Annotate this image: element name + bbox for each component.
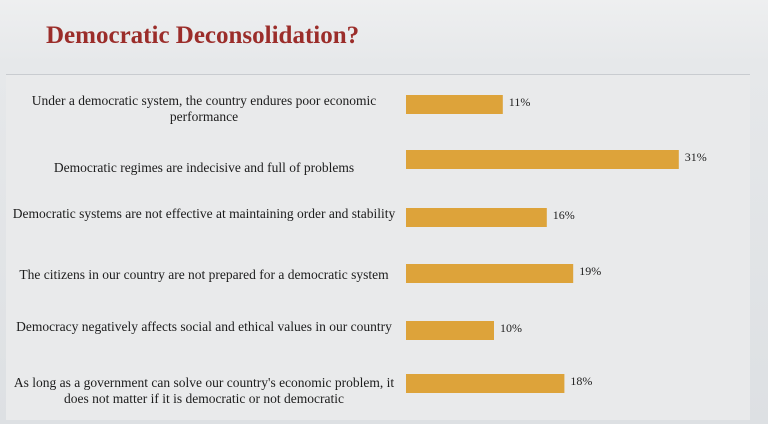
category-label: Under a democratic system, the country e… bbox=[31, 93, 377, 124]
bar-chart: Under a democratic system, the country e… bbox=[6, 74, 750, 420]
value-label: 31% bbox=[685, 150, 707, 164]
category-label: Democratic systems are not effective at … bbox=[12, 206, 396, 221]
bar bbox=[406, 321, 494, 340]
bar bbox=[406, 95, 503, 114]
value-label: 10% bbox=[500, 321, 522, 335]
value-label: 16% bbox=[553, 208, 575, 222]
slide-title: Democratic Deconsolidation? bbox=[46, 22, 360, 49]
bar bbox=[406, 208, 547, 227]
category-labels: Under a democratic system, the country e… bbox=[6, 75, 396, 420]
category-label: Democratic regimes are indecisive and fu… bbox=[53, 160, 355, 175]
category-label: Democracy negatively affects social and … bbox=[16, 319, 392, 334]
category-label: As long as a government can solve our co… bbox=[13, 375, 395, 406]
bar bbox=[406, 264, 574, 283]
bars-area: 11% 31% 16% 19% 10% 18% bbox=[406, 95, 707, 393]
bar bbox=[406, 374, 565, 393]
value-label: 19% bbox=[579, 264, 601, 278]
value-label: 18% bbox=[570, 374, 592, 388]
bar bbox=[406, 150, 679, 169]
value-label: 11% bbox=[509, 95, 531, 109]
category-label: The citizens in our country are not prep… bbox=[19, 267, 389, 282]
